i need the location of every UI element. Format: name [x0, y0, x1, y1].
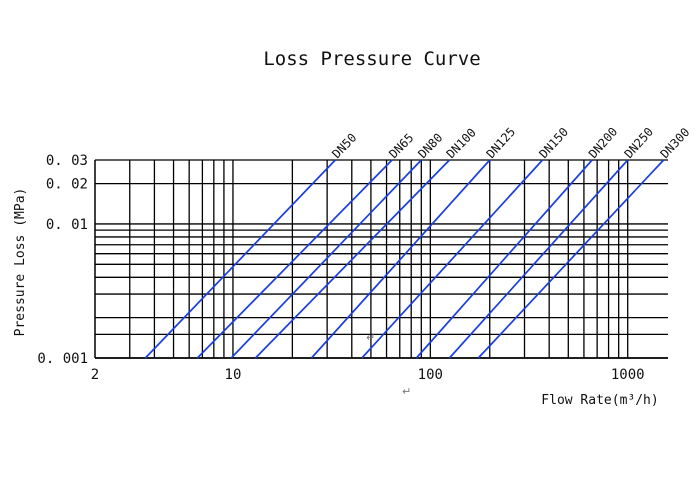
series-line-dn80 [230, 159, 422, 359]
chart-title: Loss Pressure Curve [263, 48, 480, 70]
series-label-dn200: DN200 [586, 125, 620, 161]
x-tick-label: 2 [91, 367, 99, 383]
series-line-dn150 [361, 159, 544, 359]
x-tick-label: 10 [225, 367, 242, 383]
series-label-dn50: DN50 [329, 131, 359, 162]
series-line-dn200 [415, 159, 593, 359]
x-tick-label: 100 [418, 367, 443, 383]
series-label-dn250: DN250 [622, 125, 657, 161]
series-line-dn250 [448, 159, 629, 359]
series-line-dn125 [310, 159, 491, 359]
series-line-dn50 [144, 159, 336, 359]
series-line-dn65 [196, 159, 393, 359]
annotation-mark: ↵ [366, 331, 375, 344]
series-label-dn100: DN100 [444, 125, 479, 161]
series-line-dn300 [477, 159, 665, 359]
y-tick-label: 0. 01 [46, 217, 88, 233]
y-tick-labels: 0. 03 0. 02 0. 01 0. 001 [37, 153, 88, 367]
x-axis-label: Flow Rate(m³/h) [541, 393, 658, 408]
y-tick-label: 0. 02 [46, 177, 88, 193]
series-label-dn125: DN125 [484, 125, 519, 161]
y-tick-label: 0. 03 [46, 153, 88, 169]
series-label-dn80: DN80 [415, 131, 445, 162]
grid [94, 159, 668, 359]
y-tick-label: 0. 001 [37, 351, 88, 367]
series-line-dn100 [254, 159, 451, 359]
y-axis-label: Pressure Loss (MPa) [13, 188, 28, 337]
x-tick-label: 1000 [611, 367, 645, 383]
annotation-mark: ↵ [402, 385, 411, 398]
series-label-dn300: DN300 [658, 125, 693, 161]
series-label-dn150: DN150 [536, 125, 571, 161]
x-tick-labels: 2 10 100 1000 [91, 367, 645, 383]
series-label-dn65: DN65 [386, 131, 416, 161]
